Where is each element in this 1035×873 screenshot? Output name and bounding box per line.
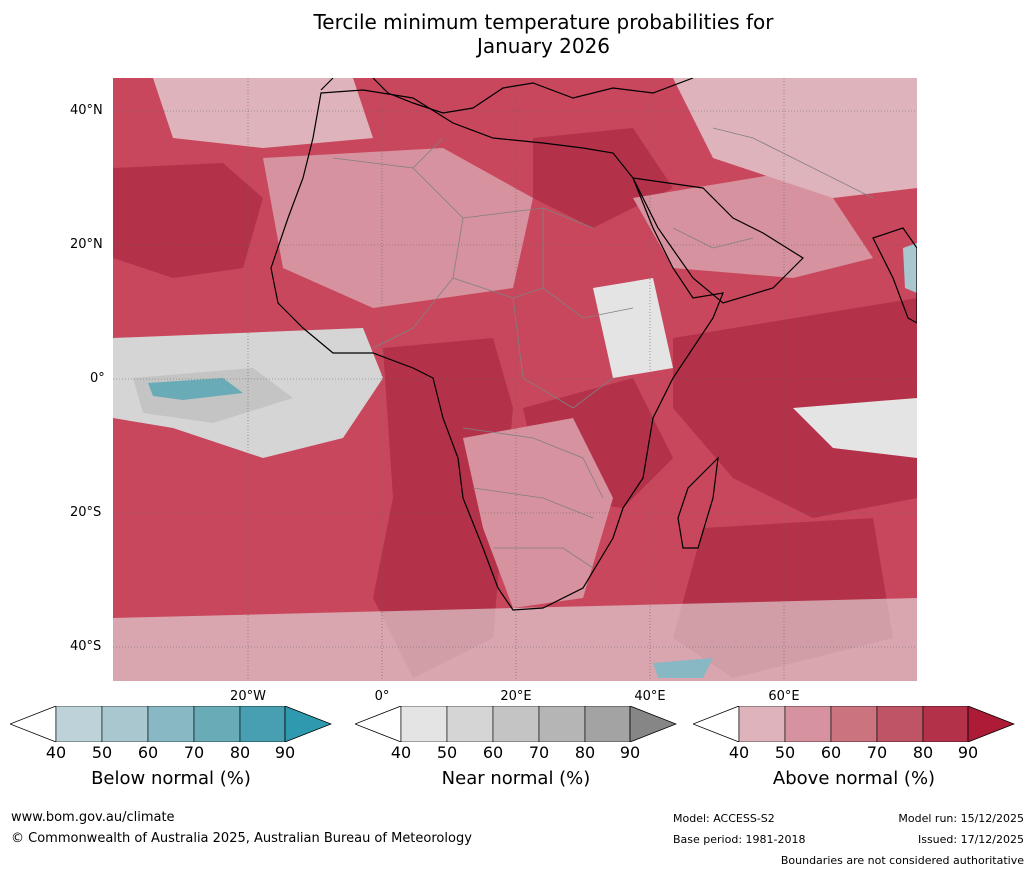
india-coastline bbox=[872, 227, 917, 324]
tick-90: 90 bbox=[619, 743, 641, 762]
region-grey-southern-ocean bbox=[113, 598, 917, 681]
africa-coastline bbox=[270, 89, 724, 611]
lon-label-20w: 20°W bbox=[230, 689, 266, 704]
tick-60: 60 bbox=[137, 743, 159, 762]
tick-50: 50 bbox=[436, 743, 458, 762]
lat-label-20n: 20°N bbox=[70, 237, 103, 252]
region-pink-southern-africa bbox=[463, 418, 613, 608]
lat-label-40n: 40°N bbox=[70, 103, 103, 118]
tick-50: 50 bbox=[91, 743, 113, 762]
tick-50: 50 bbox=[774, 743, 796, 762]
tick-90: 90 bbox=[274, 743, 296, 762]
europe-coastline bbox=[320, 78, 694, 114]
region-deep-red-atlantic-north bbox=[113, 163, 263, 278]
lon-label-60e: 60°E bbox=[768, 689, 800, 704]
tick-80: 80 bbox=[574, 743, 596, 762]
tick-40: 40 bbox=[390, 743, 412, 762]
copyright-text: © Commonwealth of Australia 2025, Austra… bbox=[11, 831, 472, 846]
region-blue-india bbox=[903, 243, 917, 293]
region-blue-south bbox=[653, 658, 713, 678]
base-period-text: Base period: 1981-2018 bbox=[673, 833, 806, 846]
above-normal-label: Above normal (%) bbox=[772, 768, 936, 789]
tick-60: 60 bbox=[482, 743, 504, 762]
lon-label-40e: 40°E bbox=[634, 689, 666, 704]
tick-40: 40 bbox=[728, 743, 750, 762]
model-run-text: Model run: 15/12/2025 bbox=[898, 812, 1024, 825]
lat-label-0: 0° bbox=[90, 371, 105, 386]
country-borders bbox=[332, 127, 874, 569]
near-normal-label: Near normal (%) bbox=[441, 768, 591, 789]
tick-40: 40 bbox=[45, 743, 67, 762]
tick-70: 70 bbox=[866, 743, 888, 762]
probability-map bbox=[113, 78, 917, 681]
lat-label-40s: 40°S bbox=[70, 639, 102, 654]
region-blue-atlantic bbox=[148, 378, 243, 400]
region-light-pink-mediterranean bbox=[153, 78, 373, 148]
issued-text: Issued: 17/12/2025 bbox=[917, 833, 1024, 846]
map-title: Tercile minimum temperature probabilitie… bbox=[0, 10, 1035, 58]
below-normal-colorbar bbox=[10, 706, 332, 742]
tick-70: 70 bbox=[528, 743, 550, 762]
tick-60: 60 bbox=[820, 743, 842, 762]
disclaimer-text: Boundaries are not considered authoritat… bbox=[780, 854, 1024, 867]
madagascar-coastline bbox=[677, 456, 719, 549]
tick-90: 90 bbox=[957, 743, 979, 762]
lon-label-0: 0° bbox=[374, 689, 390, 704]
region-deep-red-south-atlantic bbox=[373, 338, 513, 678]
below-normal-label: Below normal (%) bbox=[91, 768, 251, 789]
tick-80: 80 bbox=[912, 743, 934, 762]
title-line-1: Tercile minimum temperature probabilitie… bbox=[313, 10, 774, 34]
lon-label-20e: 20°E bbox=[500, 689, 532, 704]
tick-70: 70 bbox=[183, 743, 205, 762]
region-grey-indian bbox=[793, 398, 917, 458]
website-link[interactable]: www.bom.gov.au/climate bbox=[11, 810, 175, 825]
map-svg bbox=[113, 78, 917, 681]
arabia-coastline bbox=[631, 177, 804, 304]
near-normal-colorbar bbox=[355, 706, 677, 742]
region-light-pink-asia bbox=[673, 78, 917, 198]
title-line-2: January 2026 bbox=[476, 34, 611, 58]
region-pink-arabia bbox=[633, 168, 873, 278]
region-grey-horn-of-africa bbox=[593, 278, 673, 378]
lat-label-20s: 20°S bbox=[70, 505, 102, 520]
above-normal-colorbar bbox=[693, 706, 1015, 742]
tick-80: 80 bbox=[229, 743, 251, 762]
region-pink-sahara bbox=[263, 148, 533, 308]
model-text: Model: ACCESS-S2 bbox=[673, 812, 775, 825]
